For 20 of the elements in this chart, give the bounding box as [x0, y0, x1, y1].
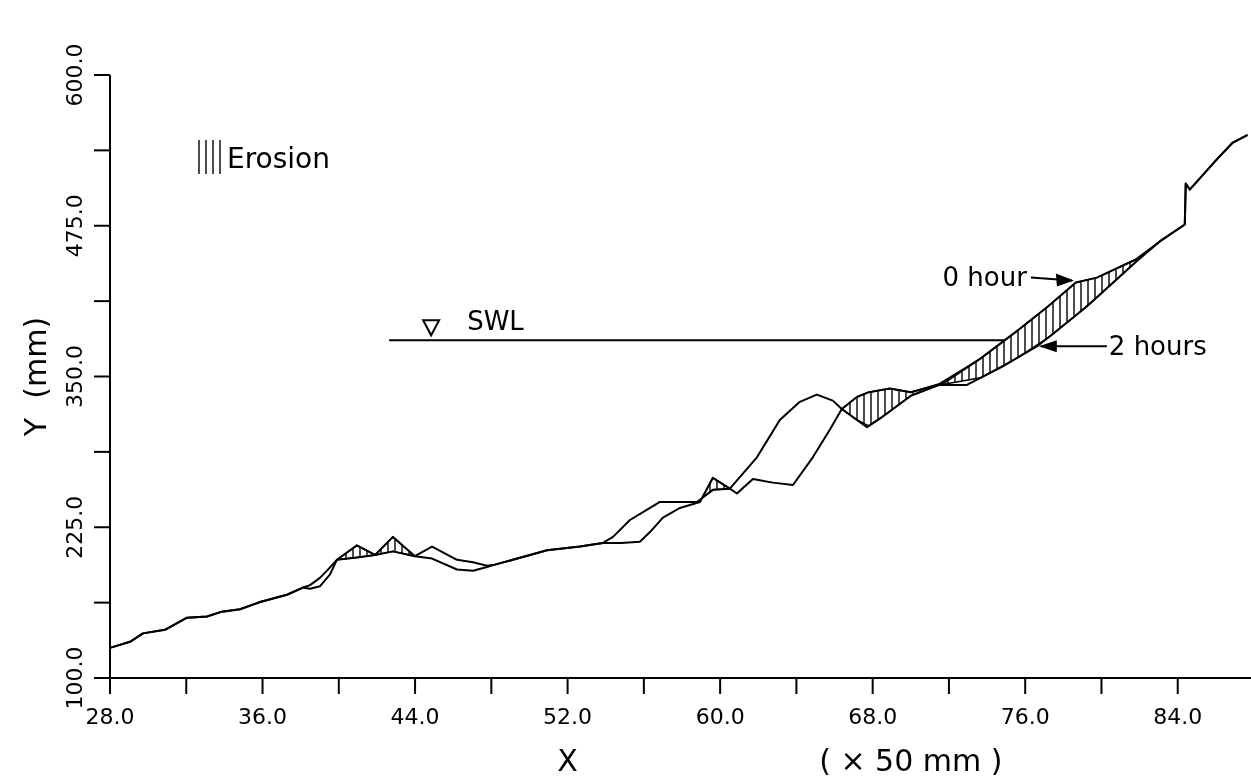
x-tick-label: 68.0 [848, 704, 898, 729]
y-tick-label: 225.0 [62, 495, 87, 559]
x-tick-label: 36.0 [238, 704, 288, 729]
y-tick-label: 600.0 [62, 43, 87, 107]
y-tick-label: 350.0 [62, 345, 87, 408]
x-tick-label: 52.0 [543, 704, 593, 729]
x-tick-label: 76.0 [1000, 704, 1050, 729]
y-tick-label: 475.0 [62, 194, 87, 258]
y-axis-title: Y (mm) [18, 316, 53, 438]
x-axis-title: X [557, 743, 578, 778]
x-tick-label: 84.0 [1153, 704, 1203, 729]
y-tick-label: 100.0 [62, 646, 87, 710]
x-tick-label: 60.0 [695, 704, 745, 729]
x-tick-label: 28.0 [85, 704, 135, 729]
ref-line-label: SWL [467, 306, 525, 337]
legend-label: Erosion [227, 142, 330, 175]
series-label: 0 hour [942, 262, 1028, 293]
x-tick-label: 44.0 [390, 704, 440, 729]
legend-label: 2 hours [1108, 331, 1207, 362]
text: ( × 50 mm ) [819, 743, 1003, 778]
